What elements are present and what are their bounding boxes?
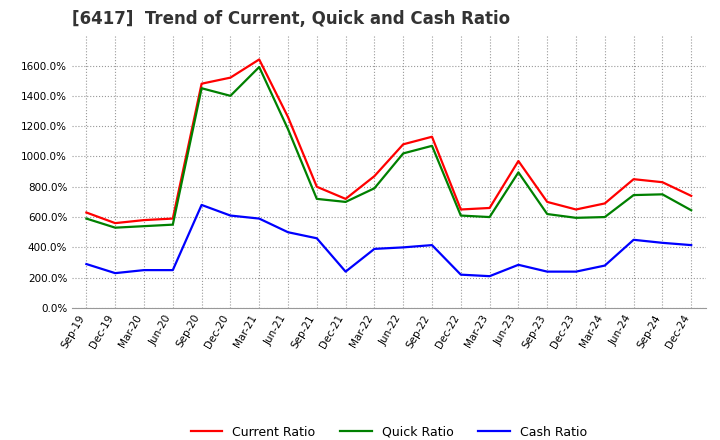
Current Ratio	[428, 134, 436, 139]
Current Ratio	[399, 142, 408, 147]
Cash Ratio	[600, 263, 609, 268]
Text: [6417]  Trend of Current, Quick and Cash Ratio: [6417] Trend of Current, Quick and Cash …	[72, 10, 510, 28]
Cash Ratio	[255, 216, 264, 221]
Current Ratio	[255, 57, 264, 62]
Cash Ratio	[572, 269, 580, 274]
Cash Ratio	[312, 236, 321, 241]
Cash Ratio	[687, 242, 696, 248]
Current Ratio	[629, 176, 638, 182]
Quick Ratio	[370, 186, 379, 191]
Quick Ratio	[629, 192, 638, 198]
Current Ratio	[284, 114, 292, 120]
Current Ratio	[658, 180, 667, 185]
Current Ratio	[687, 193, 696, 198]
Quick Ratio	[600, 214, 609, 220]
Quick Ratio	[485, 214, 494, 220]
Line: Quick Ratio: Quick Ratio	[86, 67, 691, 227]
Quick Ratio	[687, 208, 696, 213]
Cash Ratio	[226, 213, 235, 218]
Cash Ratio	[111, 271, 120, 276]
Quick Ratio	[341, 199, 350, 205]
Current Ratio	[572, 207, 580, 212]
Current Ratio	[226, 75, 235, 80]
Cash Ratio	[456, 272, 465, 277]
Quick Ratio	[456, 213, 465, 218]
Current Ratio	[197, 81, 206, 86]
Quick Ratio	[543, 211, 552, 216]
Cash Ratio	[514, 262, 523, 268]
Cash Ratio	[82, 261, 91, 267]
Quick Ratio	[197, 86, 206, 91]
Cash Ratio	[168, 268, 177, 273]
Quick Ratio	[168, 222, 177, 227]
Cash Ratio	[284, 230, 292, 235]
Quick Ratio	[428, 143, 436, 148]
Current Ratio	[341, 196, 350, 202]
Quick Ratio	[255, 64, 264, 70]
Current Ratio	[485, 205, 494, 211]
Cash Ratio	[197, 202, 206, 208]
Current Ratio	[312, 184, 321, 189]
Current Ratio	[543, 199, 552, 205]
Current Ratio	[168, 216, 177, 221]
Cash Ratio	[629, 237, 638, 242]
Current Ratio	[600, 201, 609, 206]
Cash Ratio	[370, 246, 379, 252]
Cash Ratio	[428, 242, 436, 248]
Cash Ratio	[399, 245, 408, 250]
Current Ratio	[111, 220, 120, 226]
Quick Ratio	[572, 215, 580, 220]
Quick Ratio	[82, 216, 91, 221]
Line: Cash Ratio: Cash Ratio	[86, 205, 691, 276]
Current Ratio	[370, 173, 379, 179]
Quick Ratio	[226, 93, 235, 99]
Current Ratio	[140, 217, 148, 223]
Current Ratio	[456, 207, 465, 212]
Cash Ratio	[543, 269, 552, 274]
Cash Ratio	[658, 240, 667, 246]
Quick Ratio	[514, 170, 523, 175]
Current Ratio	[82, 210, 91, 215]
Cash Ratio	[140, 268, 148, 273]
Legend: Current Ratio, Quick Ratio, Cash Ratio: Current Ratio, Quick Ratio, Cash Ratio	[186, 421, 592, 440]
Quick Ratio	[658, 192, 667, 197]
Current Ratio	[514, 158, 523, 164]
Quick Ratio	[111, 225, 120, 230]
Quick Ratio	[312, 196, 321, 202]
Line: Current Ratio: Current Ratio	[86, 59, 691, 223]
Quick Ratio	[140, 224, 148, 229]
Quick Ratio	[284, 127, 292, 132]
Quick Ratio	[399, 151, 408, 156]
Cash Ratio	[485, 274, 494, 279]
Cash Ratio	[341, 269, 350, 274]
